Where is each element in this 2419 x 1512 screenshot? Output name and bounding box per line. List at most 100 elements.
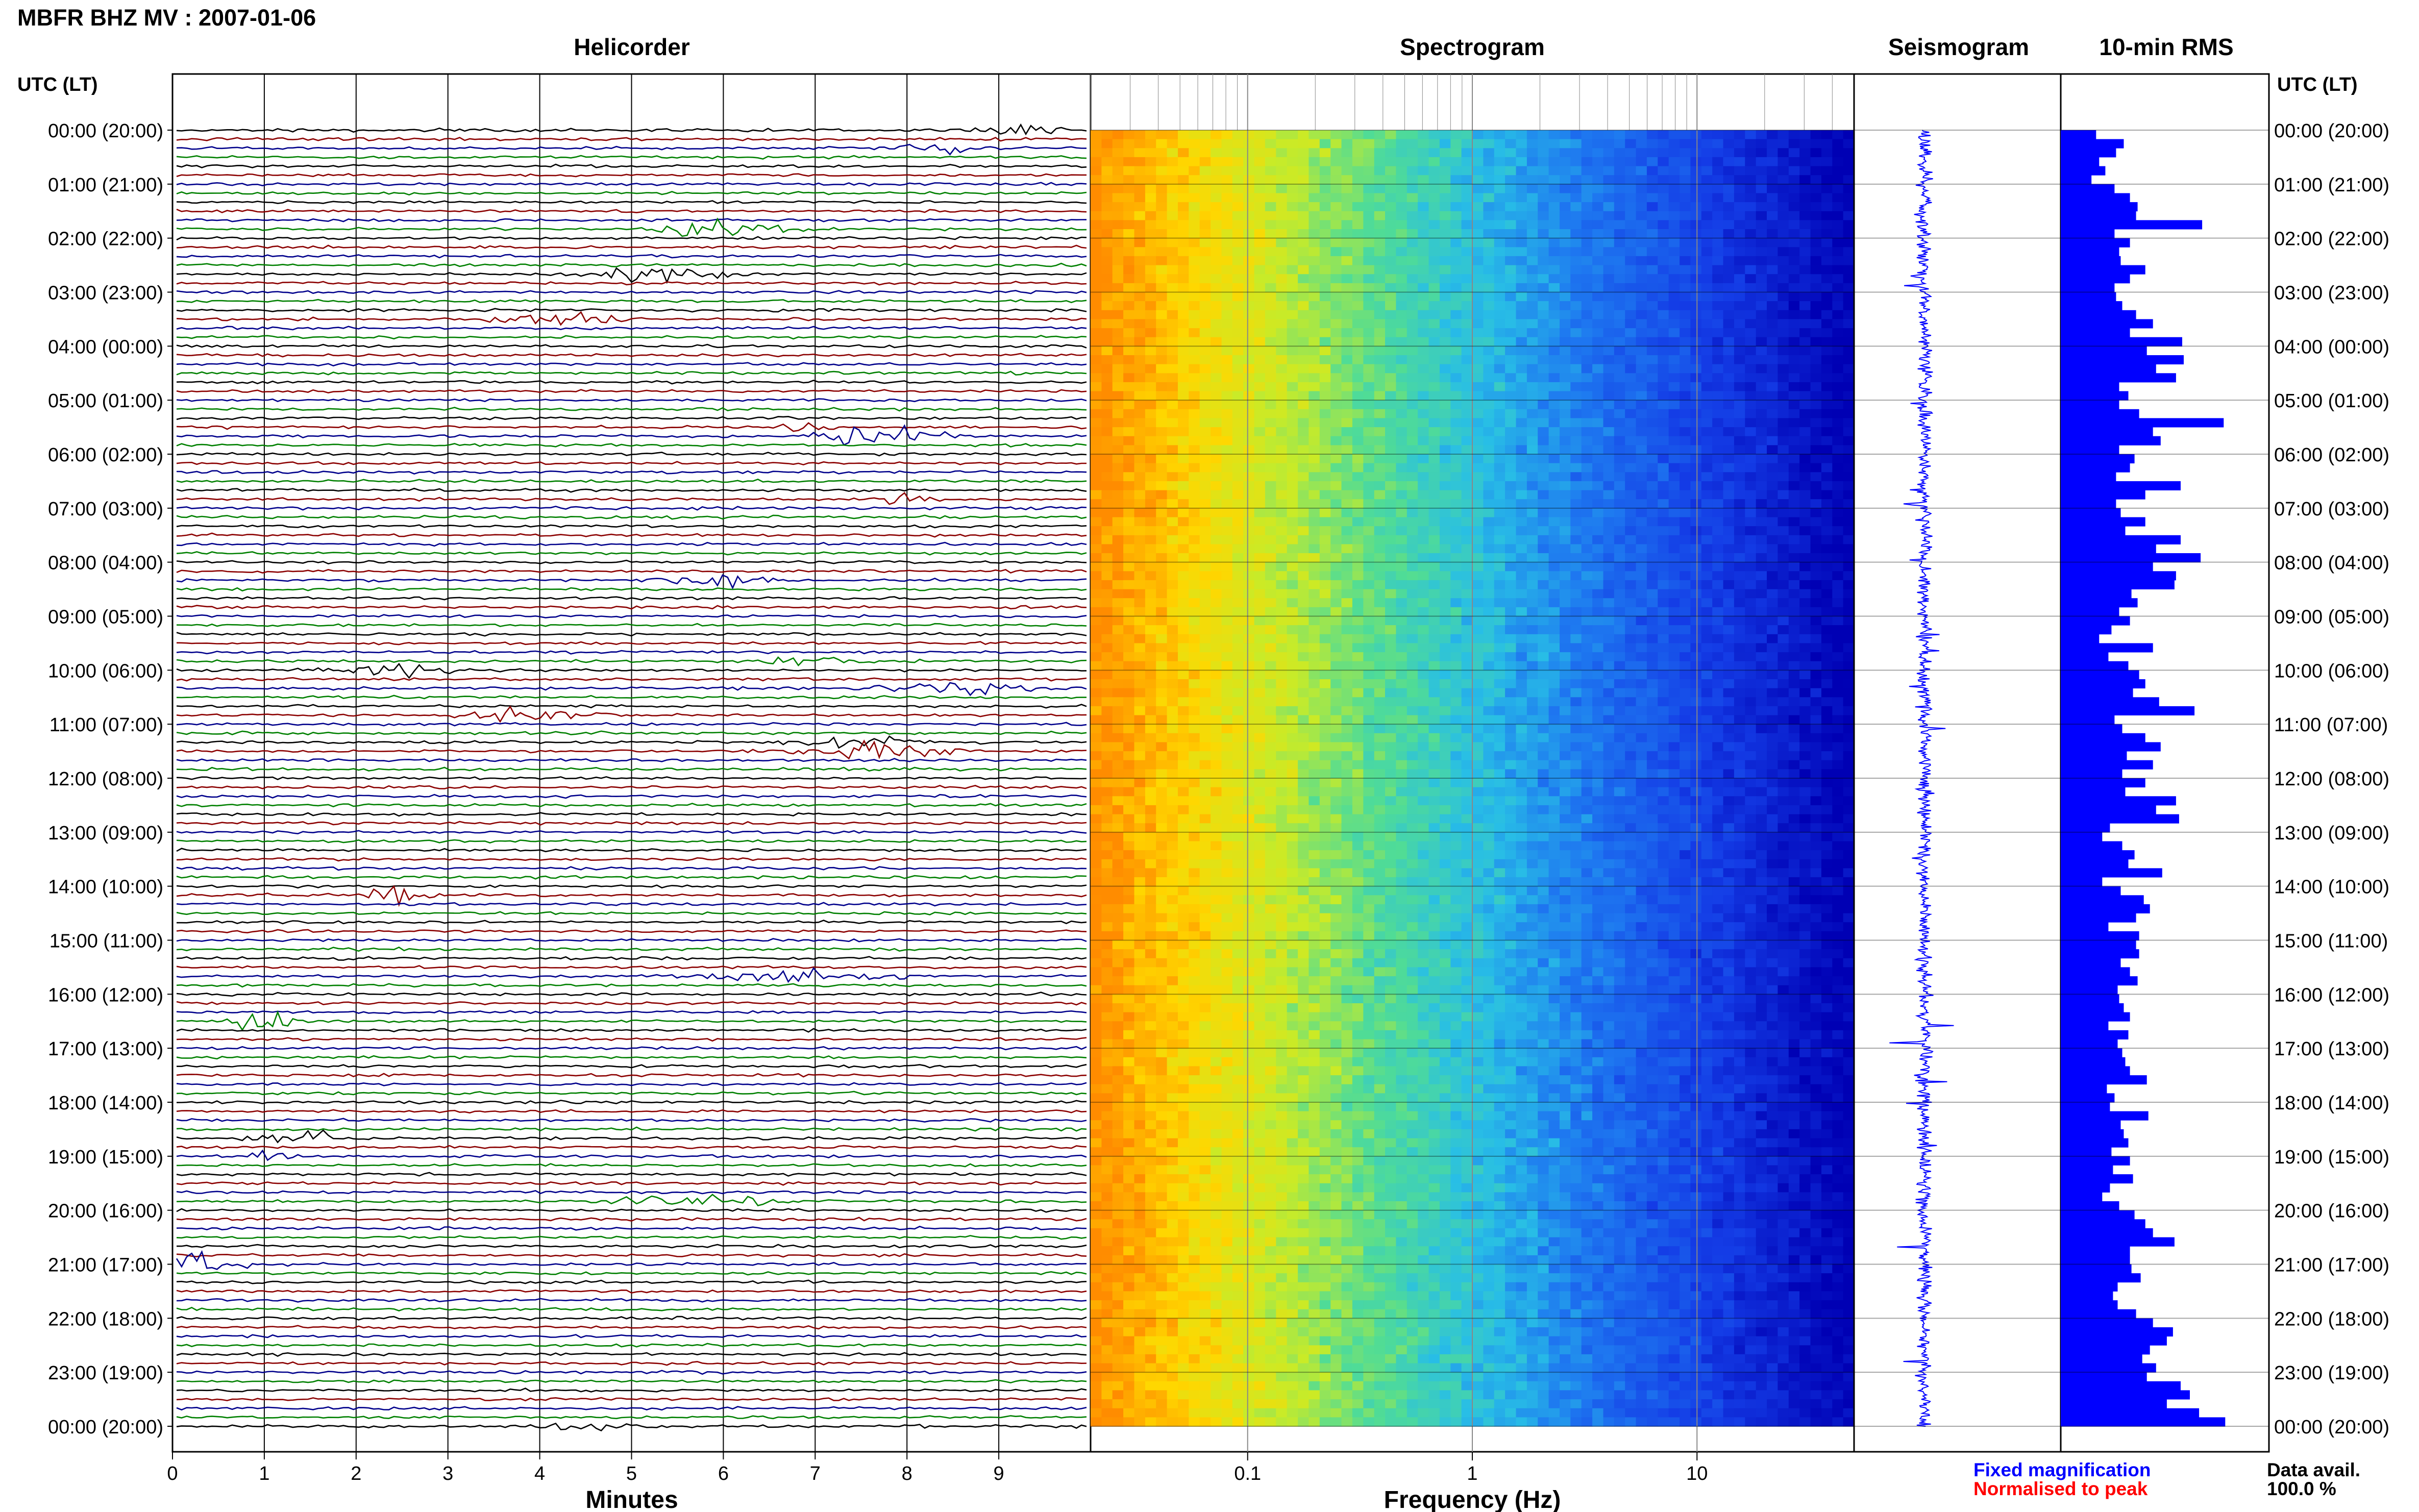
spectrogram-cell bbox=[1341, 157, 1353, 167]
spectrogram-cell bbox=[1843, 157, 1855, 167]
spectrogram-cell bbox=[1265, 589, 1276, 599]
spectrogram-cell bbox=[1461, 211, 1473, 220]
spectrogram-cell bbox=[1614, 499, 1625, 509]
spectrogram-cell bbox=[1810, 283, 1822, 293]
spectrogram-cell bbox=[1538, 130, 1549, 140]
spectrogram-cell bbox=[1636, 634, 1647, 643]
spectrogram-cell bbox=[1211, 715, 1222, 725]
spectrogram-cell bbox=[1309, 589, 1320, 599]
spectrogram-cell bbox=[1505, 697, 1517, 707]
spectrogram-cell bbox=[1352, 607, 1364, 617]
spectrogram-cell bbox=[1199, 229, 1211, 239]
spectrogram-cell bbox=[1734, 400, 1745, 410]
spectrogram-cell bbox=[1309, 715, 1320, 725]
spectrogram-cell bbox=[1668, 553, 1680, 563]
spectrogram-cell bbox=[1680, 247, 1691, 257]
spectrogram-cell bbox=[1690, 733, 1702, 742]
spectrogram-cell bbox=[1396, 364, 1408, 374]
spectrogram-cell bbox=[1516, 643, 1527, 653]
spectrogram-cell bbox=[1363, 679, 1375, 689]
spectrogram-cell bbox=[1439, 292, 1451, 302]
spectrogram-cell bbox=[1505, 490, 1517, 500]
spectrogram-cell bbox=[1341, 418, 1353, 428]
spectrogram-cell bbox=[1461, 724, 1473, 734]
spectrogram-cell bbox=[1385, 724, 1396, 734]
spectrogram-cell bbox=[1538, 445, 1549, 455]
spectrogram-cell bbox=[1614, 346, 1625, 356]
spectrogram-cell bbox=[1396, 238, 1408, 247]
spectrogram-cell bbox=[1799, 166, 1811, 176]
spectrogram-cell bbox=[1788, 481, 1800, 491]
spectrogram-cell bbox=[1134, 652, 1146, 662]
spectrogram-cell bbox=[1385, 382, 1396, 392]
spectrogram-cell bbox=[1418, 706, 1429, 716]
helicorder-trace bbox=[176, 491, 1087, 505]
spectrogram-cell bbox=[1646, 562, 1658, 572]
spectrogram-cell bbox=[1680, 697, 1691, 707]
spectrogram-cell bbox=[1101, 310, 1113, 319]
spectrogram-cell bbox=[1658, 346, 1669, 356]
spectrogram-cell bbox=[1134, 742, 1146, 752]
spectrogram-cell bbox=[1178, 679, 1189, 689]
spectrogram-cell bbox=[1167, 445, 1178, 455]
spectrogram-cell bbox=[1548, 625, 1560, 635]
spectrogram-cell bbox=[1767, 346, 1778, 356]
spectrogram-cell bbox=[1298, 733, 1310, 742]
spectrogram-cell bbox=[1287, 211, 1298, 220]
spectrogram-cell bbox=[1701, 337, 1713, 346]
spectrogram-cell bbox=[1788, 238, 1800, 247]
spectrogram-cell bbox=[1167, 679, 1178, 689]
helicorder-trace bbox=[176, 1370, 1087, 1375]
spectrogram-cell bbox=[1439, 229, 1451, 239]
spectrogram-cell bbox=[1560, 598, 1571, 608]
spectrogram-cell bbox=[1167, 364, 1178, 374]
spectrogram-cell bbox=[1178, 445, 1189, 455]
spectrogram-cell bbox=[1352, 283, 1364, 293]
helicorder-trace bbox=[176, 735, 1087, 749]
spectrogram-cell bbox=[1385, 391, 1396, 401]
spectrogram-cell bbox=[1199, 301, 1211, 311]
spectrogram-cell bbox=[1799, 247, 1811, 257]
spectrogram-cell bbox=[1287, 733, 1298, 742]
spectrogram-cell bbox=[1199, 256, 1211, 266]
spectrogram-cell bbox=[1101, 148, 1113, 158]
spectrogram-cell bbox=[1603, 175, 1615, 185]
spectrogram-cell bbox=[1091, 346, 1102, 356]
spectrogram-cell bbox=[1723, 679, 1735, 689]
spectrogram-cell bbox=[1221, 490, 1233, 500]
spectrogram-cell bbox=[1221, 445, 1233, 455]
spectrogram-cell bbox=[1505, 238, 1517, 247]
spectrogram-cell bbox=[1799, 382, 1811, 392]
spectrogram-cell bbox=[1276, 652, 1288, 662]
spectrogram-cell bbox=[1091, 607, 1102, 617]
spectrogram-cell bbox=[1734, 319, 1745, 329]
spectrogram-cell bbox=[1406, 589, 1418, 599]
spectrogram-cell bbox=[1341, 643, 1353, 653]
spectrogram-cell bbox=[1363, 535, 1375, 544]
spectrogram-cell bbox=[1570, 283, 1582, 293]
spectrogram-cell bbox=[1680, 445, 1691, 455]
spectrogram-cell bbox=[1788, 265, 1800, 275]
spectrogram-cell bbox=[1428, 742, 1440, 752]
spectrogram-cell bbox=[1439, 346, 1451, 356]
spectrogram-cell bbox=[1505, 193, 1517, 203]
spectrogram-cell bbox=[1243, 256, 1255, 266]
spectrogram-cell bbox=[1309, 724, 1320, 734]
spectrogram-cell bbox=[1341, 463, 1353, 473]
spectrogram-cell bbox=[1189, 553, 1200, 563]
spectrogram-cell bbox=[1625, 400, 1637, 410]
spectrogram-cell bbox=[1167, 337, 1178, 346]
spectrogram-cell bbox=[1680, 256, 1691, 266]
spectrogram-cell bbox=[1221, 688, 1233, 698]
spectrogram-cell bbox=[1778, 643, 1789, 653]
spectrogram-cell bbox=[1646, 355, 1658, 365]
spectrogram-cell bbox=[1723, 661, 1735, 671]
spectrogram-cell bbox=[1712, 679, 1724, 689]
spectrogram-cell bbox=[1658, 274, 1669, 284]
spectrogram-cell bbox=[1603, 391, 1615, 401]
spectrogram-cell bbox=[1134, 193, 1146, 203]
spectrogram-cell bbox=[1788, 652, 1800, 662]
spectrogram-cell bbox=[1352, 535, 1364, 544]
spectrogram-cell bbox=[1723, 139, 1735, 148]
spectrogram-cell bbox=[1614, 715, 1625, 725]
